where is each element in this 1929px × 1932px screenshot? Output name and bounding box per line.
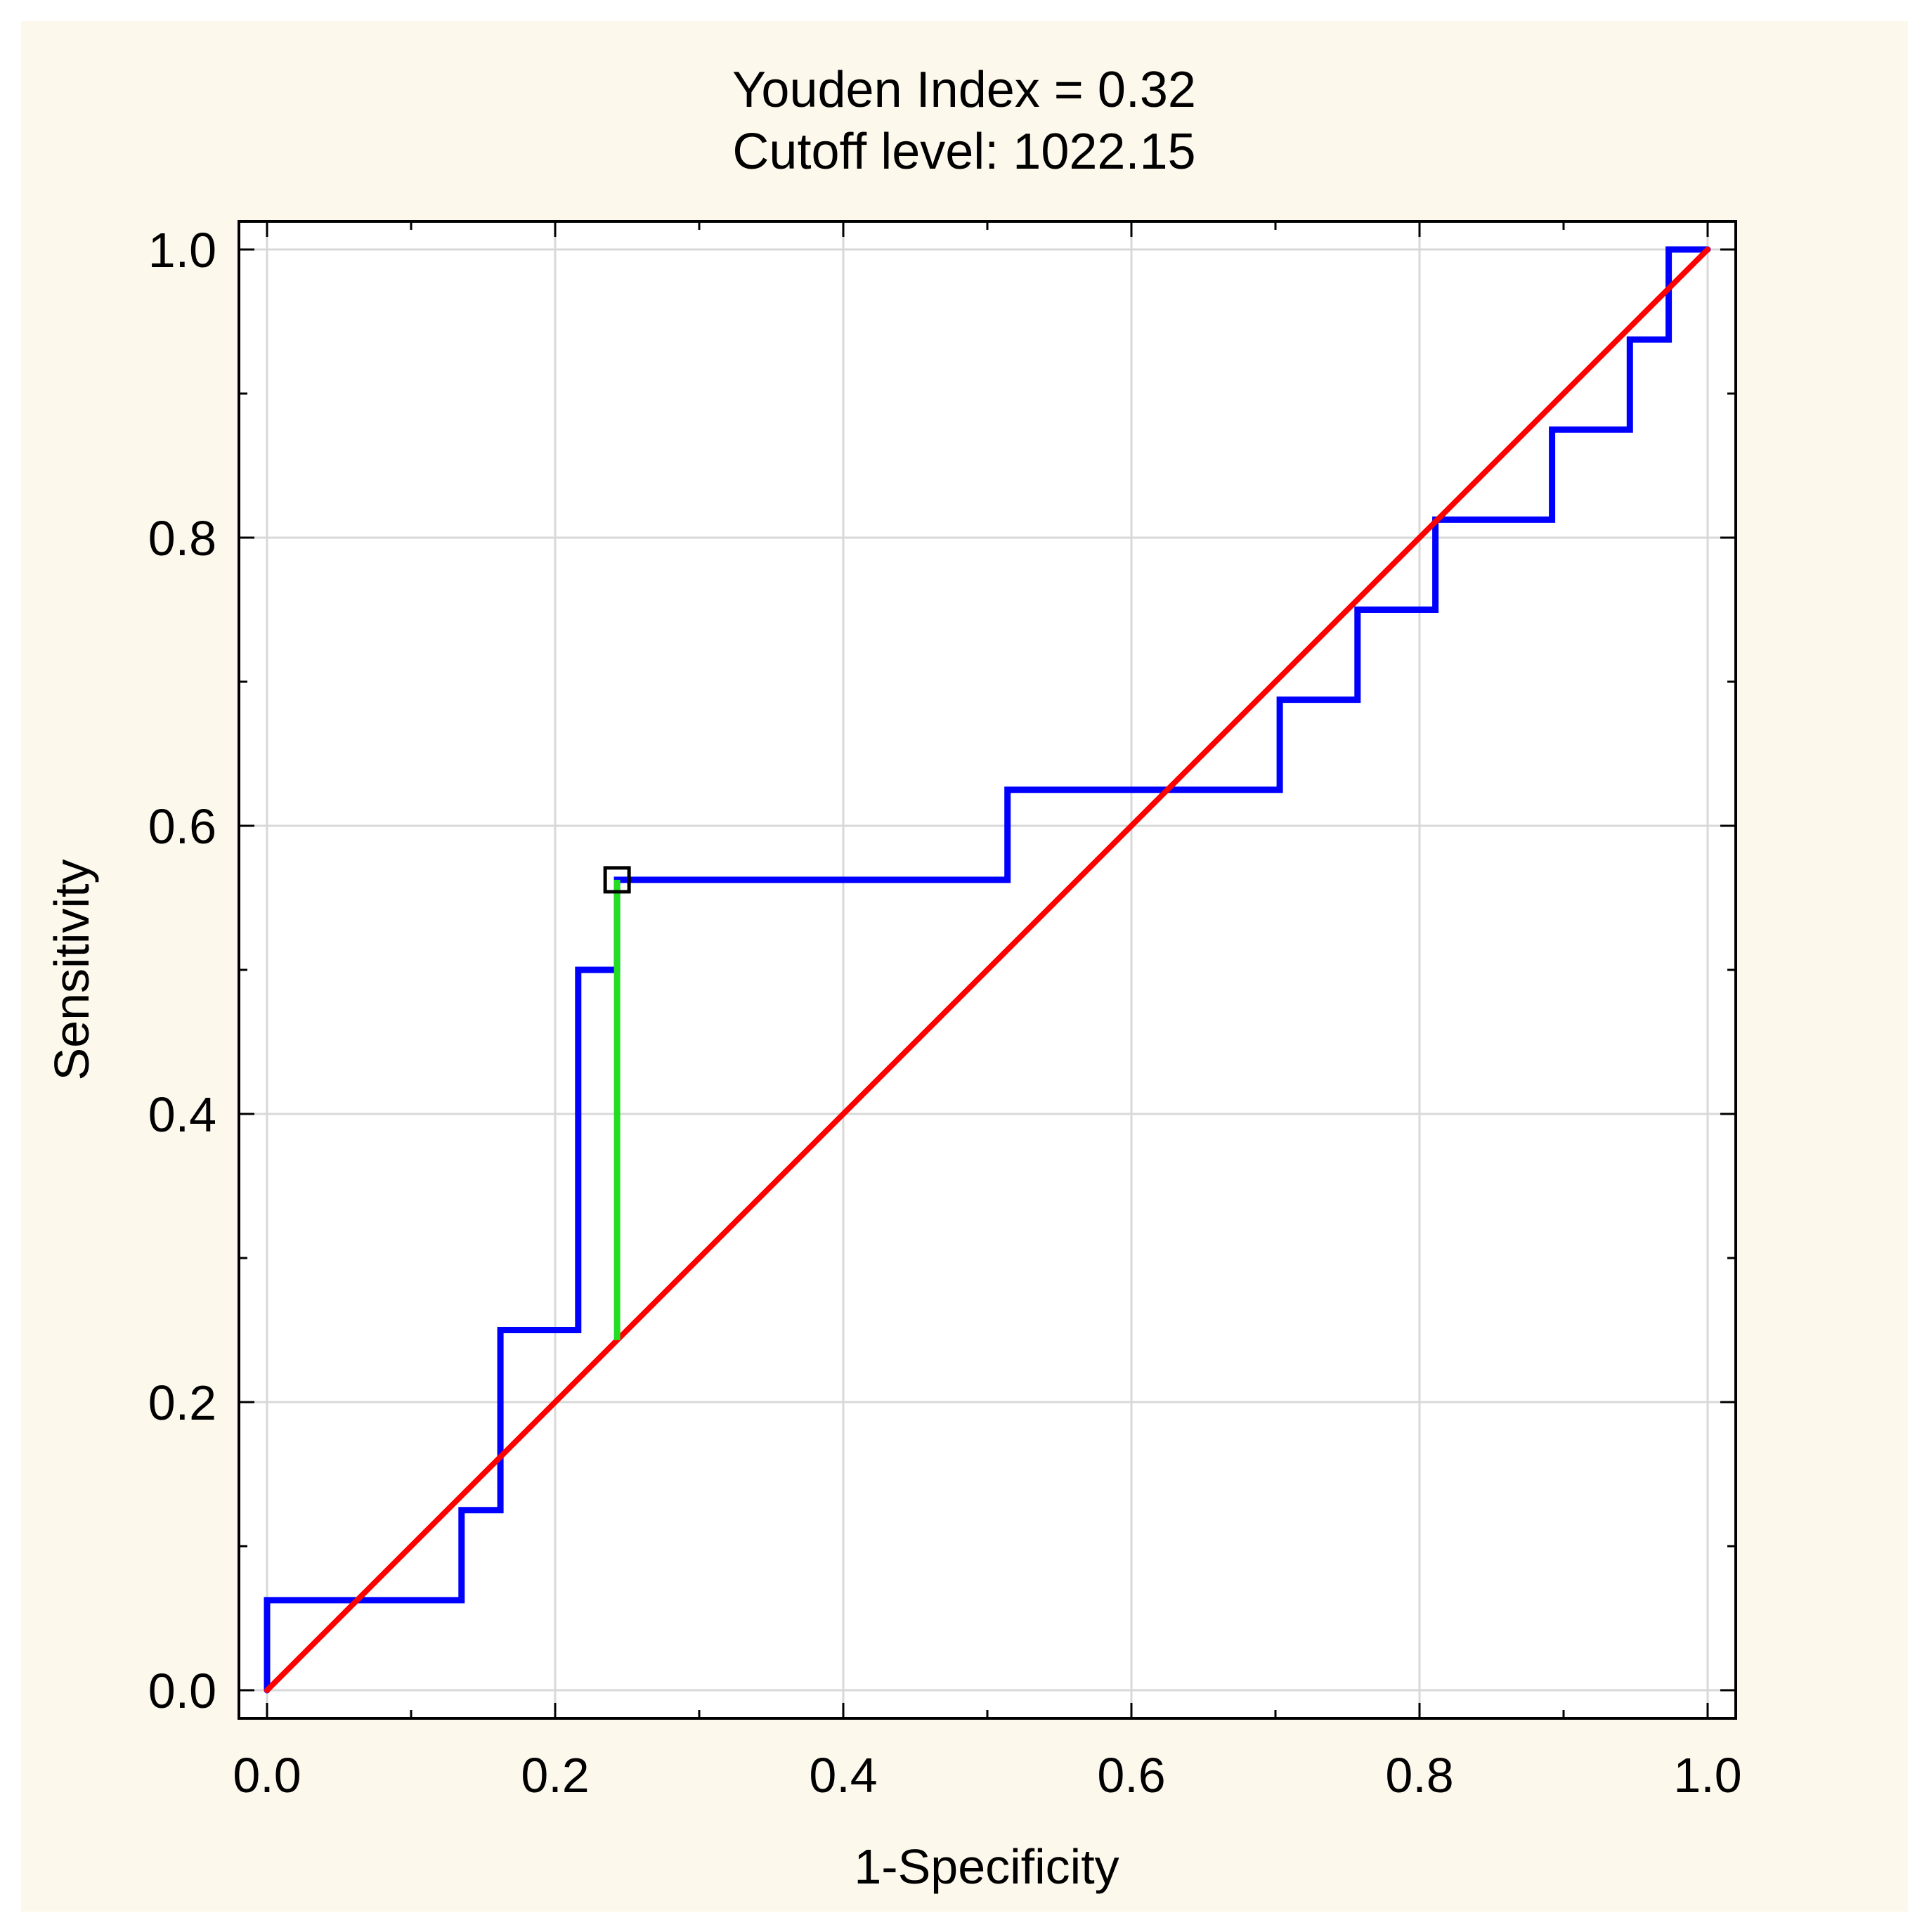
y-tick-label: 0.8	[148, 511, 216, 566]
plot-frame	[238, 220, 1737, 1720]
x-tick-label: 0.6	[1097, 1748, 1165, 1803]
x-tick-label: 0.8	[1385, 1748, 1453, 1803]
y-tick-label: 1.0	[148, 223, 216, 278]
x-tick-label: 0.0	[233, 1748, 301, 1803]
y-axis-label: Sensitivity	[44, 859, 99, 1080]
youden-marker-layer	[603, 866, 631, 1340]
x-tick-label: 0.4	[809, 1748, 877, 1803]
y-tick-label: 0.4	[148, 1087, 216, 1142]
reference-diagonal-line	[264, 247, 1710, 1693]
grid-lines	[239, 221, 1736, 1718]
x-axis-label: 1-Specificity	[854, 1839, 1119, 1894]
roc-curve-line	[264, 246, 1711, 1694]
axis-ticks	[239, 221, 1736, 1718]
x-tick-label: 0.2	[521, 1748, 589, 1803]
chart-title-youden: Youden Index = 0.32	[732, 62, 1196, 118]
y-tick-label: 0.6	[148, 799, 216, 854]
chart-title-cutoff: Cutoff level: 1022.15	[732, 124, 1195, 180]
y-tick-label: 0.2	[148, 1375, 216, 1430]
series-layer	[264, 246, 1711, 1694]
tick-labels: 0.0 0.2 0.4 0.6 0.8 1.0 0.0 0.2 0.4 0.6 0.8 1.0	[148, 223, 1742, 1803]
x-tick-label: 1.0	[1673, 1748, 1741, 1803]
youden-cutoff-marker	[603, 866, 631, 894]
y-tick-label: 0.0	[148, 1664, 216, 1718]
